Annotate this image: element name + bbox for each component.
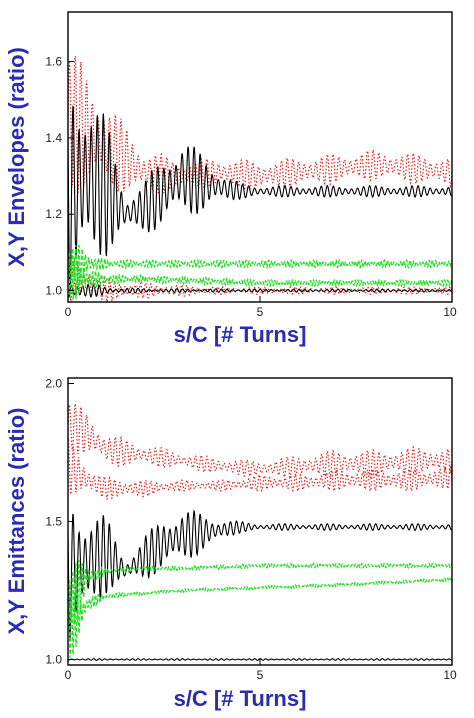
envelopes-y-tick-1.4: 1.4 [45,131,62,145]
emittances-y-tick-2.0: 2.0 [45,377,62,391]
envelopes-series-0 [68,54,452,194]
envelopes-x-tick-10: 10 [443,305,457,319]
envelopes-x-tick-0: 0 [65,305,72,319]
emittances-plot-frame [67,377,453,666]
emittances-y-tick-1.5: 1.5 [45,515,62,529]
emittances-x-tick-5: 5 [257,668,264,682]
envelopes-series-2 [68,105,452,295]
emittances-plot-area [68,402,452,661]
envelopes-x-tick-5: 5 [257,305,264,319]
envelopes-plot-area [68,54,452,302]
envelopes-y-tick-1.2: 1.2 [45,207,62,221]
emittances-y-axis-label: X,Y Emittances (ratio) [4,408,29,635]
emittances-x-axis-label: s/C [# Turns] [174,686,307,711]
emittances-series-5 [68,577,452,658]
emittances-x-tick-10: 10 [443,668,457,682]
envelopes-chart: X,Y Envelopes (ratio) s/C [# Turns] 0 5 … [4,11,457,347]
envelopes-series-3 [68,283,452,298]
envelopes-y-tick-1.0: 1.0 [45,284,62,298]
envelopes-y-axis-label: X,Y Envelopes (ratio) [4,47,29,267]
emittances-y-tick-1.0: 1.0 [45,652,62,666]
emittances-series-2 [68,509,452,638]
emittances-series-4 [68,559,452,625]
emittances-series-0 [68,402,452,480]
emittances-x-tick-0: 0 [65,668,72,682]
emittances-chart: X,Y Emittances (ratio) s/C [# Turns] 0 5… [4,377,457,711]
envelopes-y-tick-1.6: 1.6 [45,55,62,69]
envelopes-series-5 [68,257,452,301]
envelopes-series-4 [68,244,452,284]
envelopes-x-axis-label: s/C [# Turns] [174,322,307,347]
emittances-series-3 [68,658,452,661]
